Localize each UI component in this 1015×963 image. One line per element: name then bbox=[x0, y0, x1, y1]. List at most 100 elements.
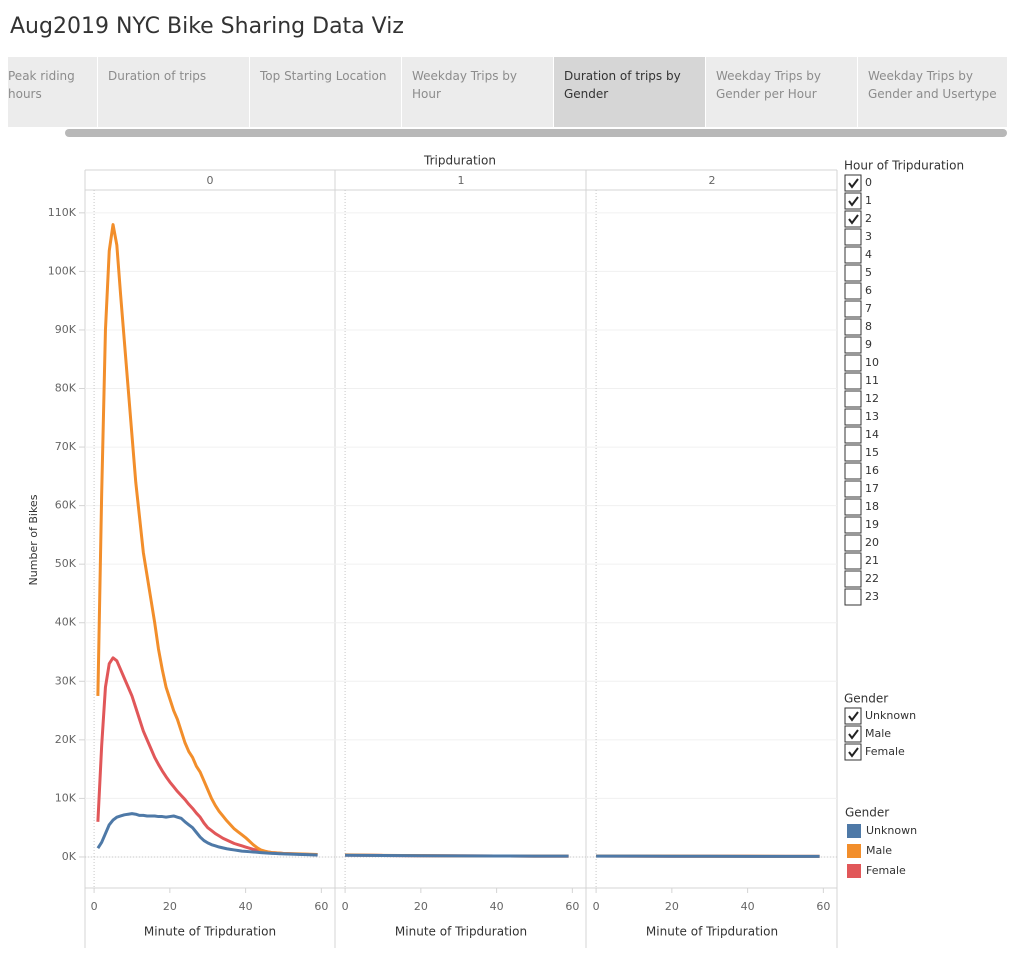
y-tick-label: 80K bbox=[55, 382, 77, 395]
y-tick-label: 30K bbox=[55, 674, 77, 687]
filter-item-label: 15 bbox=[865, 446, 879, 459]
checkbox[interactable] bbox=[844, 498, 862, 516]
x-tick-label: 20 bbox=[414, 900, 428, 913]
checkbox[interactable] bbox=[844, 174, 862, 192]
page-title: Aug2019 NYC Bike Sharing Data Viz bbox=[10, 14, 404, 39]
y-axis-title: Number of Bikes bbox=[27, 494, 40, 585]
tab[interactable]: Duration of trips bbox=[98, 57, 249, 127]
filter-item-label: 23 bbox=[865, 590, 879, 603]
series-line bbox=[96, 812, 318, 857]
filter-item-label: 20 bbox=[865, 536, 879, 549]
checkbox[interactable] bbox=[844, 743, 862, 761]
tab[interactable]: Weekday Trips by Gender and Usertype bbox=[858, 57, 1007, 127]
scrollbar[interactable] bbox=[65, 129, 1007, 137]
checkbox[interactable] bbox=[844, 318, 862, 336]
filter-item-label: 12 bbox=[865, 392, 879, 405]
filter-item-label: 10 bbox=[865, 356, 879, 369]
filter-item-label: 8 bbox=[865, 320, 872, 333]
x-axis-title: Minute of Tripduration bbox=[646, 925, 778, 939]
x-tick-label: 60 bbox=[565, 900, 579, 913]
series-line bbox=[96, 223, 318, 857]
filter-item-label: Male bbox=[865, 727, 891, 740]
checkbox[interactable] bbox=[844, 210, 862, 228]
checkmark bbox=[848, 214, 859, 225]
filter-item-label: 14 bbox=[865, 428, 879, 441]
checkbox[interactable] bbox=[844, 552, 862, 570]
checkbox[interactable] bbox=[844, 534, 862, 552]
checkmark bbox=[848, 747, 859, 758]
x-tick-label: 40 bbox=[239, 900, 253, 913]
y-tick-label: 50K bbox=[55, 557, 77, 570]
filter-title: Gender bbox=[844, 692, 888, 706]
x-axis-title: Minute of Tripduration bbox=[395, 925, 527, 939]
checkbox[interactable] bbox=[844, 354, 862, 372]
facet-label: 0 bbox=[207, 174, 214, 187]
filter-item-label: 13 bbox=[865, 410, 879, 423]
checkbox[interactable] bbox=[844, 282, 862, 300]
y-tick-label: 40K bbox=[55, 616, 77, 629]
legend-swatch bbox=[847, 864, 861, 878]
y-tick-label: 60K bbox=[55, 499, 77, 512]
filter-item-label: Unknown bbox=[865, 709, 916, 722]
filter-item-label: 7 bbox=[865, 302, 872, 315]
x-tick-label: 20 bbox=[163, 900, 177, 913]
legend-swatch bbox=[847, 844, 861, 858]
filter-item-label: 18 bbox=[865, 500, 879, 513]
x-tick-label: 40 bbox=[490, 900, 504, 913]
tab[interactable]: Top Starting Location bbox=[250, 57, 401, 127]
checkbox[interactable] bbox=[844, 725, 862, 743]
y-tick-label: 10K bbox=[55, 791, 77, 804]
x-tick-label: 0 bbox=[342, 900, 349, 913]
checkbox[interactable] bbox=[844, 372, 862, 390]
x-tick-label: 60 bbox=[816, 900, 830, 913]
checkbox[interactable] bbox=[844, 246, 862, 264]
y-tick-label: 70K bbox=[55, 440, 77, 453]
filter-title: Hour of Tripduration bbox=[844, 159, 964, 173]
x-tick-label: 40 bbox=[741, 900, 755, 913]
checkmark bbox=[848, 711, 859, 722]
checkbox[interactable] bbox=[844, 336, 862, 354]
checkbox[interactable] bbox=[844, 588, 862, 606]
checkbox[interactable] bbox=[844, 707, 862, 725]
y-tick-label: 0K bbox=[62, 850, 77, 863]
checkbox[interactable] bbox=[844, 462, 862, 480]
series-line bbox=[345, 853, 569, 858]
checkbox[interactable] bbox=[844, 228, 862, 246]
checkbox[interactable] bbox=[844, 408, 862, 426]
tab[interactable]: Weekday Trips by Hour bbox=[402, 57, 553, 127]
checkbox[interactable] bbox=[844, 192, 862, 210]
checkbox[interactable] bbox=[844, 516, 862, 534]
legend-swatch bbox=[847, 824, 861, 838]
checkbox[interactable] bbox=[844, 570, 862, 588]
filter-item-label: 9 bbox=[865, 338, 872, 351]
filter-item-label: 22 bbox=[865, 572, 879, 585]
x-tick-label: 60 bbox=[314, 900, 328, 913]
checkbox[interactable] bbox=[844, 426, 862, 444]
checkbox[interactable] bbox=[844, 480, 862, 498]
y-tick-label: 100K bbox=[48, 264, 77, 277]
filter-item-label: 6 bbox=[865, 284, 872, 297]
filter-item-label: 19 bbox=[865, 518, 879, 531]
checkbox[interactable] bbox=[844, 390, 862, 408]
filter-item-label: 17 bbox=[865, 482, 879, 495]
facet-label: 2 bbox=[709, 174, 716, 187]
filter-item-label: 3 bbox=[865, 230, 872, 243]
y-tick-label: 20K bbox=[55, 733, 77, 746]
filter-item-label: 1 bbox=[865, 194, 872, 207]
filter-item-label: 16 bbox=[865, 464, 879, 477]
tab[interactable]: Weekday Trips by Gender per Hour bbox=[706, 57, 857, 127]
facet-label: 1 bbox=[458, 174, 465, 187]
tab[interactable]: Duration of trips by Gender bbox=[554, 57, 705, 127]
filter-item-label: 2 bbox=[865, 212, 872, 225]
filter-item-label: Female bbox=[865, 745, 905, 758]
checkbox[interactable] bbox=[844, 264, 862, 282]
checkmark bbox=[848, 178, 859, 189]
legend-label: Male bbox=[866, 844, 892, 857]
checkbox[interactable] bbox=[844, 300, 862, 318]
tab[interactable]: Peak riding hours bbox=[8, 57, 97, 127]
checkmark bbox=[848, 196, 859, 207]
checkbox[interactable] bbox=[844, 444, 862, 462]
legend-title: Gender bbox=[845, 806, 889, 820]
